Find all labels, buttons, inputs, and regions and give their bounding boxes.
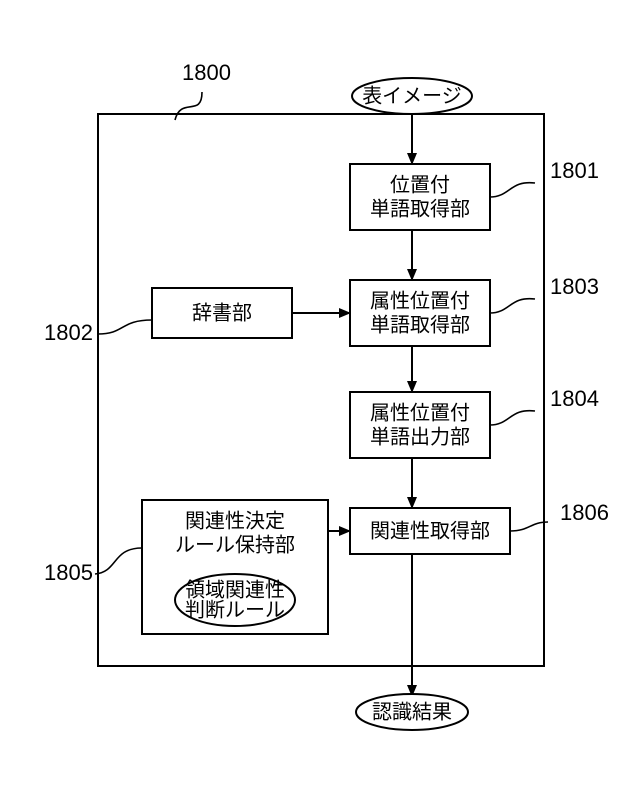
svg-text:関連性決定: 関連性決定 [185,509,285,532]
label-1804: 1804 [550,386,599,411]
input-node: 表イメージ [362,84,462,107]
svg-text:単語取得部: 単語取得部 [370,313,470,336]
svg-text:単語取得部: 単語取得部 [370,197,470,220]
label-1802: 1802 [44,320,93,345]
label-1806: 1806 [560,500,609,525]
svg-text:辞書部: 辞書部 [192,301,252,324]
label-1800: 1800 [182,60,231,85]
svg-text:属性位置付: 属性位置付 [370,289,470,312]
svg-text:ルール保持部: ルール保持部 [175,533,295,556]
label-1801: 1801 [550,158,599,183]
label-1803: 1803 [550,274,599,299]
svg-text:位置付: 位置付 [390,173,450,196]
svg-text:属性位置付: 属性位置付 [370,401,470,424]
svg-text:判断ルール: 判断ルール [185,598,285,621]
svg-text:領域関連性: 領域関連性 [185,578,285,601]
svg-text:関連性取得部: 関連性取得部 [370,519,490,542]
svg-text:単語出力部: 単語出力部 [370,425,470,448]
output-node: 認識結果 [372,700,452,723]
label-1805: 1805 [44,560,93,585]
